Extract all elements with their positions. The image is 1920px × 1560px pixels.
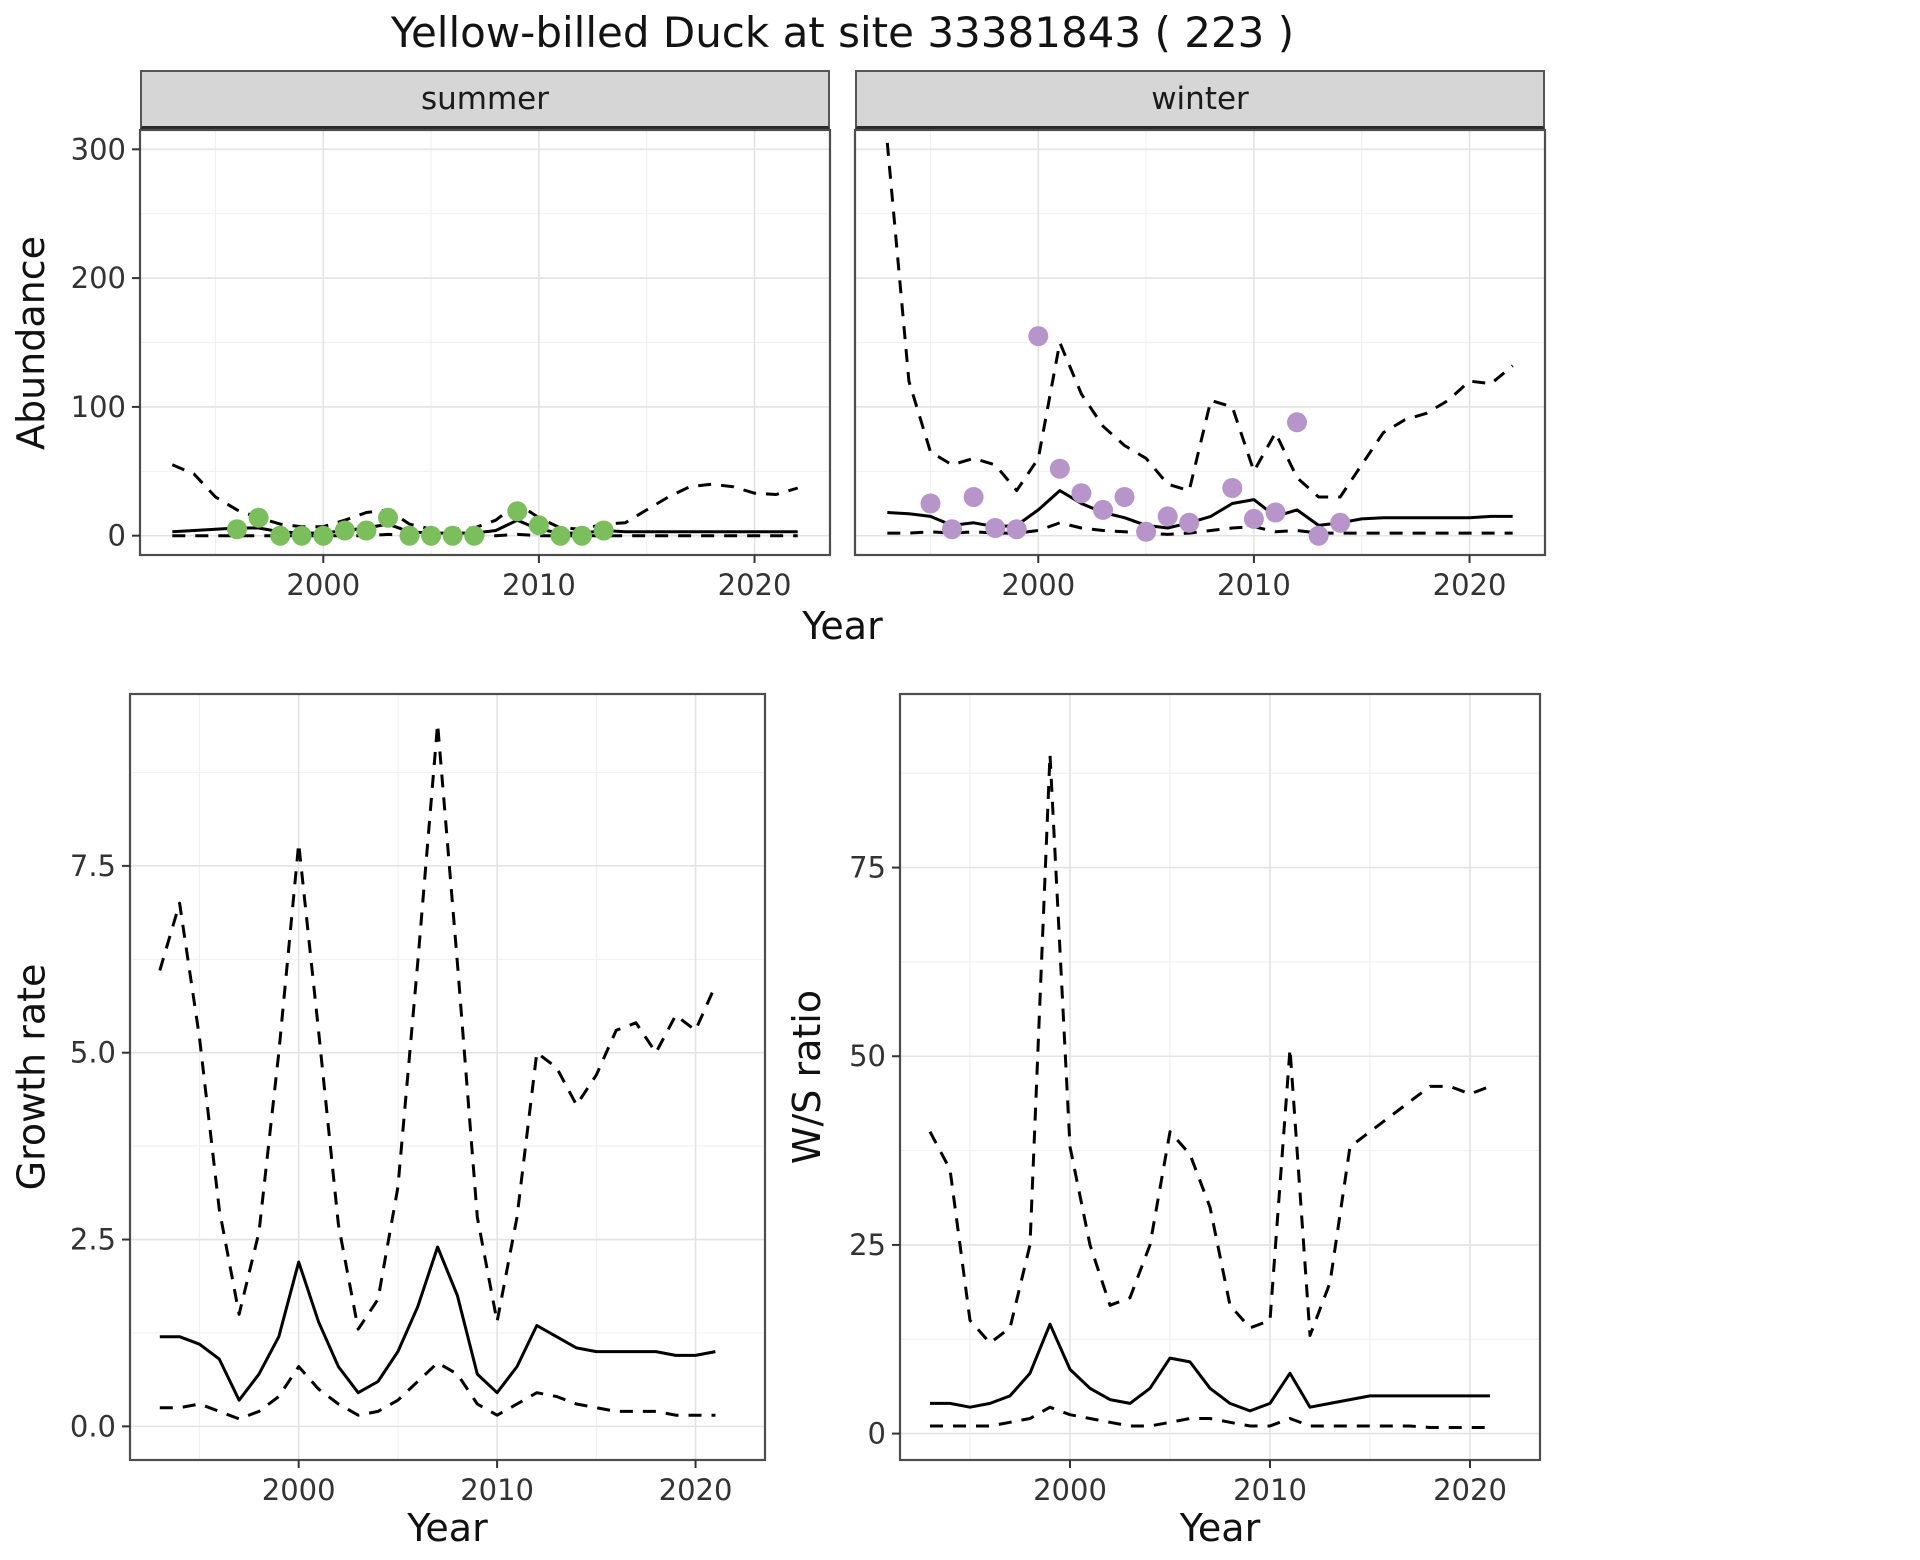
data-point xyxy=(1049,458,1070,479)
y-tick-label: 7.5 xyxy=(70,849,116,883)
series-ws_ratio-upper_ci xyxy=(928,752,1491,1345)
series-growth_rate-lower_ci xyxy=(159,1361,716,1421)
gridlines-major xyxy=(140,130,830,555)
x-tick-label: 2010 xyxy=(1217,568,1291,602)
data-point xyxy=(1136,521,1157,542)
series-abundance_winter-upper_ci xyxy=(885,142,1514,499)
plot-title: Yellow-billed Duck at site 33381843 ( 22… xyxy=(390,8,1295,57)
x-tick-label: 2010 xyxy=(460,1473,534,1507)
y-tick-label: 0.0 xyxy=(70,1409,116,1443)
x-tick-label: 2000 xyxy=(262,1473,336,1507)
data-point xyxy=(550,525,571,546)
y-tick-label: 50 xyxy=(849,1039,886,1073)
gridlines-major xyxy=(855,130,1545,555)
chart-growth_rate: 2000 2010 2020 0.0 2.5 5.0 7.5 xyxy=(70,692,767,1507)
panel-border xyxy=(128,692,767,1462)
data-point xyxy=(1243,508,1264,529)
y-tick-label: 100 xyxy=(71,390,126,424)
facet-strip-summer: summer xyxy=(140,70,830,130)
x-tick-label: 2020 xyxy=(1433,1473,1507,1507)
data-point xyxy=(399,525,420,546)
panel-background xyxy=(900,694,1540,1460)
data-point xyxy=(442,525,463,546)
data-point xyxy=(920,493,941,514)
gridlines-major xyxy=(130,694,765,1460)
data-point xyxy=(1222,478,1243,498)
points-abundance_winter xyxy=(920,326,1351,546)
data-point xyxy=(1330,512,1351,533)
points-abundance_summer xyxy=(227,501,614,546)
data-point xyxy=(507,501,528,522)
x-tick-label: 2020 xyxy=(1433,568,1507,602)
data-point xyxy=(593,520,614,541)
data-point xyxy=(291,525,312,546)
x-tick-label: 2000 xyxy=(286,568,360,602)
series-growth_rate-median xyxy=(159,1245,716,1402)
y-tick-label: 300 xyxy=(71,132,126,166)
data-point xyxy=(227,519,247,540)
x-tick-label: 2000 xyxy=(1001,568,1075,602)
facet-strip-summer-label: summer xyxy=(420,81,549,117)
data-point xyxy=(572,525,592,546)
series-abundance_summer-upper_ci xyxy=(171,463,799,531)
data-point xyxy=(528,515,549,536)
x-axis-title-growth-rate: Year xyxy=(407,1506,488,1550)
x-tick-label: 2020 xyxy=(659,1473,733,1507)
data-point xyxy=(378,507,398,528)
series-ws_ratio-lower_ci xyxy=(930,1405,1490,1429)
data-point xyxy=(1287,412,1307,433)
data-point xyxy=(1006,519,1027,540)
chart-abundance_winter: 2000 2010 2020 xyxy=(853,128,1547,602)
x-tick-label: 2010 xyxy=(502,568,576,602)
series-ws_ratio-median xyxy=(930,1322,1490,1413)
y-tick-label: 0 xyxy=(868,1417,886,1451)
x-axis-title-ws-ratio: Year xyxy=(1179,1506,1261,1550)
data-point xyxy=(963,487,984,507)
data-point xyxy=(464,525,485,546)
gridlines-minor xyxy=(855,130,1545,555)
chart-abundance_summer: 2000 2010 2020 0 100 200 300 xyxy=(71,128,832,602)
data-point xyxy=(270,525,291,546)
data-point xyxy=(985,518,1006,538)
data-point xyxy=(313,525,334,546)
data-point xyxy=(334,520,355,541)
chart-ws_ratio: 2000 2010 2020 0 25 50 75 xyxy=(849,692,1542,1507)
y-tick-label: 75 xyxy=(849,851,886,885)
y-tick-label: 2.5 xyxy=(70,1223,116,1257)
facet-strip-winter-label: winter xyxy=(1151,81,1249,117)
panel-border xyxy=(853,128,1547,557)
y-tick-label: 25 xyxy=(849,1228,886,1262)
x-tick-label: 2010 xyxy=(1233,1473,1307,1507)
data-point xyxy=(1093,499,1113,520)
data-point xyxy=(1114,487,1135,507)
x-axis-title-abundance: Year xyxy=(802,604,883,648)
data-point xyxy=(1071,483,1092,504)
y-axis-title-abundance: Abundance xyxy=(9,235,54,450)
data-point xyxy=(248,507,269,528)
data-point xyxy=(421,525,442,546)
data-point xyxy=(1179,512,1200,533)
data-point xyxy=(942,519,962,540)
gridlines-minor xyxy=(140,130,830,555)
facet-strip-winter: winter xyxy=(855,70,1545,130)
x-tick-label: 2020 xyxy=(718,568,792,602)
data-point xyxy=(1157,506,1178,527)
y-tick-label: 200 xyxy=(71,261,126,295)
gridlines-minor xyxy=(900,694,1540,1460)
data-point xyxy=(1028,326,1049,347)
y-tick-label: 5.0 xyxy=(70,1036,116,1070)
panel-border xyxy=(898,692,1542,1462)
gridlines-major xyxy=(900,694,1540,1460)
x-tick-label: 2000 xyxy=(1033,1473,1107,1507)
data-point xyxy=(356,520,377,541)
panel-background xyxy=(130,694,765,1460)
y-tick-label: 0 xyxy=(108,519,126,553)
data-point xyxy=(1308,525,1329,546)
data-point xyxy=(1265,502,1286,523)
panel-border xyxy=(138,128,832,557)
